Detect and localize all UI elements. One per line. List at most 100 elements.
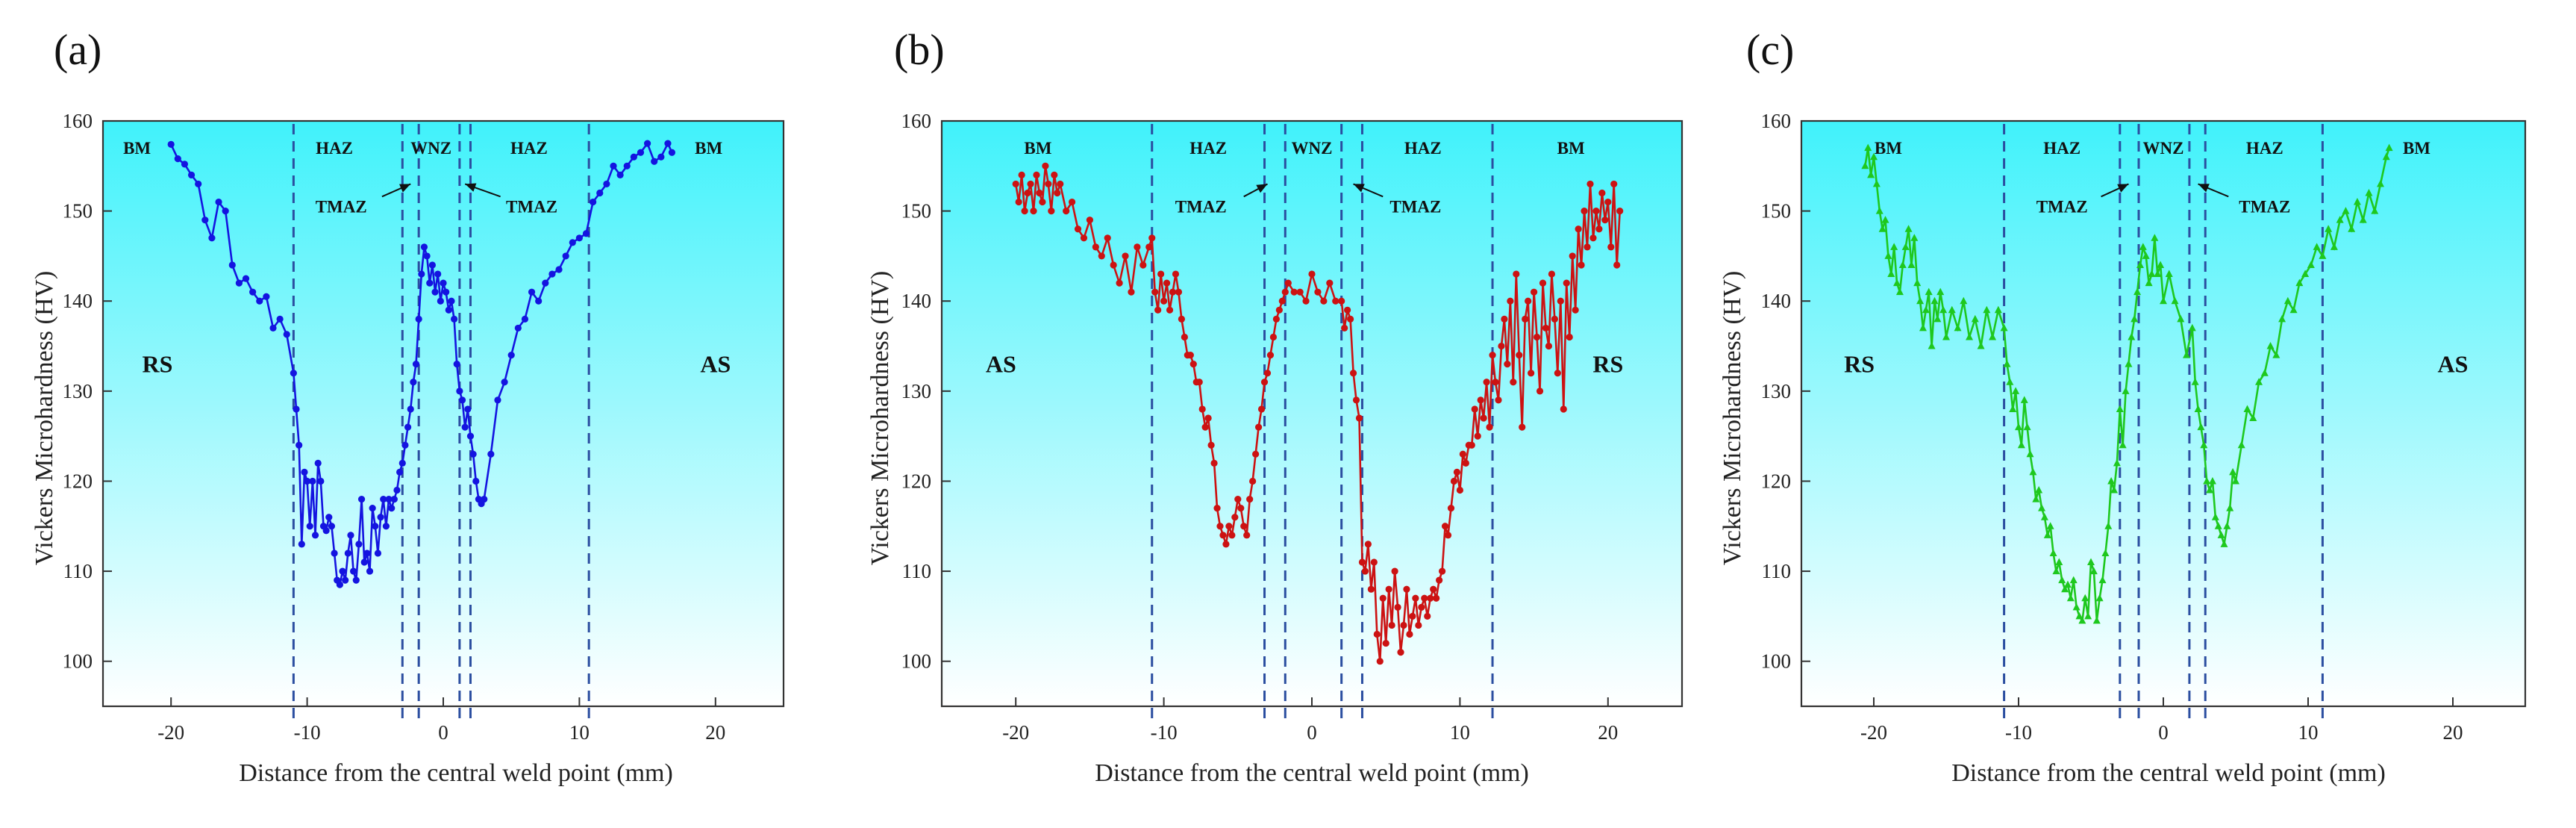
x-tick-label: 0 — [1307, 721, 1317, 744]
data-point — [393, 486, 401, 494]
data-point — [167, 140, 175, 148]
y-tick-label: 150 — [63, 200, 93, 222]
data-point — [445, 306, 452, 314]
data-point — [2289, 305, 2298, 314]
data-point — [1504, 361, 1511, 368]
data-point — [398, 459, 406, 467]
data-point — [1430, 585, 1437, 593]
data-point — [2072, 603, 2081, 611]
data-point — [423, 252, 431, 260]
data-point — [306, 523, 313, 530]
data-point — [582, 230, 590, 237]
data-point — [1275, 306, 1283, 314]
data-point — [548, 270, 556, 278]
data-point — [431, 288, 439, 296]
data-point — [2232, 476, 2239, 485]
arrow-head — [465, 183, 477, 192]
data-point — [1450, 477, 1458, 485]
y-tick-label: 140 — [901, 290, 932, 312]
data-point — [2089, 567, 2098, 575]
data-point — [1018, 171, 1025, 178]
data-point — [1012, 180, 1019, 188]
side-label: AS — [700, 351, 731, 378]
data-point — [2145, 278, 2153, 287]
data-point — [1134, 243, 1141, 251]
data-point — [1901, 243, 1910, 250]
data-point — [2104, 522, 2113, 529]
y-tick-label: 120 — [901, 470, 932, 492]
data-point — [1516, 352, 1523, 359]
data-point — [1412, 594, 1419, 602]
data-point — [1566, 333, 1573, 341]
data-point — [309, 477, 316, 485]
data-point — [1361, 567, 1369, 575]
data-point — [1225, 523, 1233, 530]
data-point — [1578, 261, 1585, 269]
y-tick-label: 100 — [1761, 650, 1792, 673]
data-point — [1563, 279, 1570, 287]
data-point — [2116, 405, 2124, 412]
zone-label: HAZ — [510, 139, 548, 158]
data-point — [426, 279, 434, 287]
data-point — [521, 315, 529, 323]
data-point — [208, 234, 216, 242]
y-tick-label: 100 — [901, 650, 932, 673]
data-point — [2000, 323, 2008, 331]
data-point — [1092, 243, 1099, 251]
data-point — [569, 239, 576, 246]
y-tick-label: 160 — [1761, 110, 1792, 132]
data-point — [331, 550, 338, 557]
data-point — [2069, 576, 2078, 584]
zone-label: BM — [1875, 139, 1902, 158]
data-point — [1181, 333, 1188, 341]
data-point — [1477, 396, 1484, 404]
data-point — [1048, 208, 1055, 215]
data-point — [2229, 467, 2237, 476]
data-point — [2217, 531, 2225, 538]
data-point — [2046, 522, 2054, 529]
data-point — [1928, 342, 1936, 349]
data-point — [1021, 208, 1028, 215]
data-point — [1222, 541, 1230, 548]
data-point — [201, 217, 209, 224]
data-point — [2197, 423, 2205, 431]
data-point — [2009, 405, 2017, 412]
x-tick-label: -10 — [294, 721, 321, 744]
data-point — [1394, 603, 1401, 611]
side-label: RS — [1592, 351, 1623, 378]
plot-background — [103, 121, 784, 706]
data-point — [1864, 143, 1872, 152]
data-point — [1960, 296, 1968, 305]
data-point — [1098, 252, 1105, 260]
data-point — [2295, 278, 2304, 287]
data-point — [1063, 208, 1070, 215]
data-point — [514, 324, 522, 332]
data-point — [420, 243, 428, 251]
data-point — [1507, 297, 1514, 305]
x-tick-label: 10 — [2298, 721, 2319, 744]
data-point — [1110, 261, 1117, 269]
data-point — [2208, 476, 2216, 485]
data-point — [1483, 379, 1490, 386]
data-point — [469, 450, 477, 458]
zone-label: WNZ — [1292, 139, 1333, 158]
data-point — [456, 387, 463, 395]
zone-label: HAZ — [2043, 139, 2081, 158]
zone-label: WNZ — [2143, 139, 2184, 158]
data-point — [2382, 152, 2390, 161]
data-point — [1922, 305, 1930, 314]
data-point — [235, 279, 243, 287]
data-point — [466, 432, 475, 440]
data-point — [1272, 315, 1280, 323]
data-point — [1178, 315, 1186, 323]
data-point — [1492, 379, 1499, 386]
data-point — [1015, 198, 1022, 206]
data-point — [1249, 477, 1257, 485]
x-axis-title: Distance from the central weld point (mm… — [1951, 759, 2386, 787]
data-point — [2066, 594, 2075, 602]
panel-label: (b) — [894, 25, 945, 74]
data-point — [630, 153, 637, 161]
data-point — [1898, 261, 1907, 268]
data-point — [1525, 297, 1532, 305]
data-point — [1057, 180, 1064, 188]
